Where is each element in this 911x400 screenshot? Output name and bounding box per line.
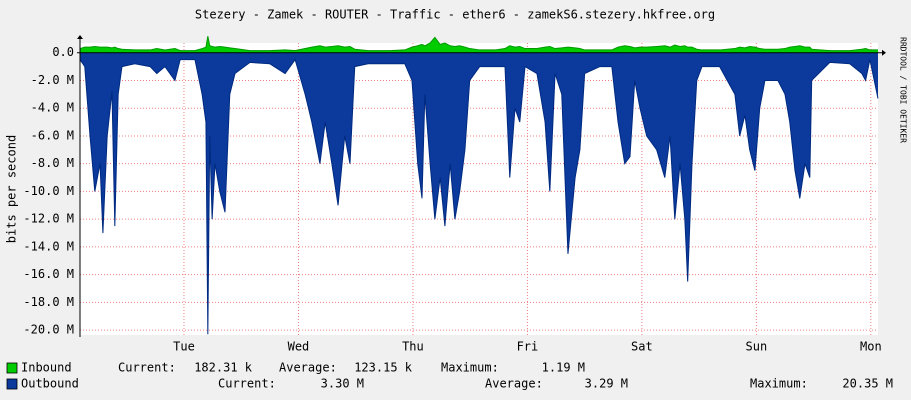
legend-stat: Maximum: — [750, 377, 808, 391]
x-tick-label: Tue — [173, 340, 195, 354]
y-tick-label: -18.0 M — [23, 295, 74, 309]
legend-swatch — [6, 378, 18, 390]
y-tick-label: -16.0 M — [23, 267, 74, 281]
legend-stat: 20.35 M — [842, 377, 893, 391]
x-tick-label: Mon — [860, 340, 882, 354]
legend-stat: Current: — [118, 361, 176, 375]
y-tick-label: -8.0 M — [31, 156, 74, 170]
legend-stat: Current: — [218, 377, 276, 391]
legend-label: Outbound — [21, 377, 79, 391]
legend-swatch — [6, 362, 18, 374]
x-tick-label: Sun — [746, 340, 768, 354]
y-axis-arrow — [77, 35, 83, 39]
y-tick-label: -10.0 M — [23, 184, 74, 198]
x-tick-label: Fri — [517, 340, 539, 354]
area-outline — [79, 36, 878, 52]
watermark: RRDTOOL / TOBI OETIKER — [899, 37, 908, 143]
x-axis-arrow — [882, 49, 886, 56]
chart-title: Stezery - Zamek - ROUTER - Traffic - eth… — [195, 8, 715, 22]
y-tick-label: -6.0 M — [31, 128, 74, 142]
y-tick-label: -14.0 M — [23, 239, 74, 253]
y-tick-label: -20.0 M — [23, 323, 74, 337]
y-axis-label: bits per second — [5, 135, 19, 243]
legend-stat: 1.19 M — [542, 361, 585, 375]
legend-stat: 3.30 M — [321, 377, 364, 391]
x-tick-label: Wed — [288, 340, 310, 354]
area-outline — [79, 58, 879, 335]
legend-stat: 182.31 k — [194, 361, 253, 375]
x-tick-label: Sat — [631, 340, 653, 354]
legend-stat: 123.15 k — [354, 361, 413, 375]
legend-stat: Average: — [279, 361, 337, 375]
area — [80, 52, 878, 335]
y-tick-label: -2.0 M — [31, 73, 74, 87]
legend-stat: 3.29 M — [585, 377, 628, 391]
y-tick-label: 0.0 — [52, 45, 74, 59]
y-tick-label: -4.0 M — [31, 101, 74, 115]
area — [80, 36, 878, 53]
legend-label: Inbound — [21, 361, 72, 375]
legend-stat: Average: — [485, 377, 543, 391]
x-tick-label: Thu — [402, 340, 424, 354]
legend-stat: Maximum: — [441, 361, 499, 375]
y-tick-label: -12.0 M — [23, 212, 74, 226]
